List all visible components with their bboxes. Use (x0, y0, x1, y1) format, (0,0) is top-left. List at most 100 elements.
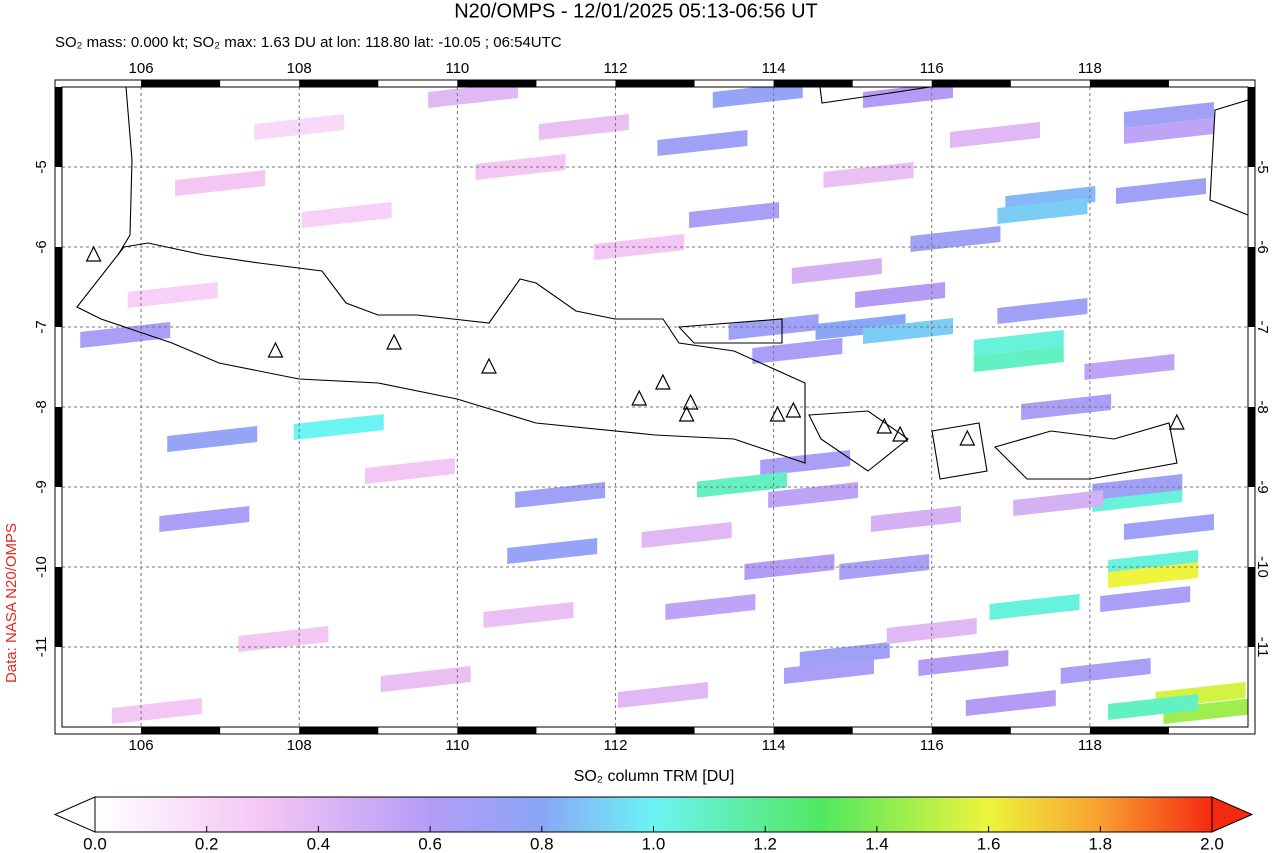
so2-cell (712, 87, 803, 108)
so2-cell (483, 602, 574, 628)
coastlines (76, 87, 1248, 480)
x-tick-label: 110 (445, 737, 469, 754)
volcano (682, 393, 699, 410)
so2-cell (791, 258, 882, 284)
so2-cell (965, 690, 1056, 716)
so2-cell (641, 522, 732, 548)
volcano (785, 401, 802, 418)
colorbar-tick-label: 0.4 (307, 834, 331, 853)
x-tick-label: 106 (129, 737, 154, 754)
madura (677, 318, 783, 344)
x-tick-label: 118 (1078, 737, 1102, 754)
colorbar-tick-label: 2.0 (1200, 834, 1224, 853)
so2-cell (127, 282, 218, 308)
colorbar-tick-label: 1.2 (753, 834, 777, 853)
colorbar-over (1211, 796, 1254, 833)
so2-cell (617, 682, 708, 708)
frame-bar (931, 727, 1011, 734)
so2-cell (167, 426, 258, 452)
frame-bar (1248, 567, 1255, 647)
frame-bar (141, 727, 221, 734)
volcano (631, 389, 648, 406)
volcano (959, 429, 976, 446)
colorbar-under (53, 796, 96, 833)
volcano (267, 341, 284, 358)
x-tick-label: 118 (1078, 60, 1102, 77)
y-tick-label: -11 (1254, 637, 1271, 658)
volcano (480, 357, 497, 374)
so2-cell (111, 698, 202, 724)
colorbar-label: SO₂ column TRM [DU] (574, 768, 735, 785)
volcanoes (85, 245, 1185, 446)
so2-cell (665, 594, 756, 620)
so2-cell (1108, 562, 1199, 588)
colorbar-tick-label: 0.6 (418, 834, 442, 853)
so2-cell (1013, 490, 1104, 516)
frame-bar (457, 80, 537, 87)
volcano (678, 405, 695, 422)
y-tick-label: -8 (33, 400, 50, 413)
frame-bar (55, 567, 62, 647)
so2-cell (949, 122, 1040, 148)
so2-cell (989, 594, 1080, 620)
frame-bar (931, 80, 1011, 87)
so2-cell (863, 87, 954, 108)
frame-bar (299, 727, 379, 734)
y-tick-label: -5 (33, 160, 50, 173)
x-tick-label: 116 (920, 737, 944, 754)
x-tick-label: 114 (762, 60, 786, 77)
x-tick-label: 108 (287, 60, 312, 77)
y-tick-label: -5 (1254, 160, 1271, 173)
sulawesi (1209, 99, 1248, 216)
map-frame (54, 79, 1256, 735)
y-tick-label: -9 (1254, 480, 1271, 493)
so2-cell (910, 226, 1001, 252)
colorbar-tick-label: 1.0 (642, 834, 666, 853)
subtitle: SO₂ mass: 0.000 kt; SO₂ max: 1.63 DU at … (55, 34, 562, 51)
java (76, 242, 806, 464)
so2-cell (175, 170, 266, 196)
volcano (85, 245, 102, 262)
volcano (769, 405, 786, 422)
so2-cell (1060, 658, 1151, 684)
so2-cell (768, 482, 859, 508)
so2-cell (1108, 694, 1199, 720)
grid: 106 106 108 108 110 110 112 112 114 114 116 116 118 1… (33, 60, 1271, 754)
so2-cell (538, 114, 629, 140)
frame-bar (55, 407, 62, 487)
so2-cell (159, 506, 250, 532)
colorbar-tick-label: 0.8 (530, 834, 554, 853)
so2-cell (301, 202, 392, 228)
so2-cell (1123, 118, 1214, 144)
so2-cell (380, 666, 471, 692)
frame-bar (55, 87, 62, 167)
lombok (931, 422, 988, 480)
so2-cell (689, 202, 780, 228)
title: N20/OMPS - 12/01/2025 05:13-06:56 UT (454, 0, 818, 22)
colorbar-tick-label: 1.8 (1088, 834, 1112, 853)
so2-cell (507, 538, 598, 564)
y-tick-label: -10 (1254, 556, 1271, 578)
so2-cell (997, 198, 1088, 224)
sumatra (117, 87, 133, 256)
frame-bar (1248, 407, 1255, 487)
so2-cell (696, 471, 787, 498)
so2-cell (823, 162, 914, 188)
x-tick-label: 112 (604, 60, 628, 77)
so2-cell (783, 658, 874, 684)
frame-bar (615, 80, 695, 87)
frame-bar (457, 727, 537, 734)
so2-cell (1163, 698, 1248, 724)
y-tick-label: -7 (1254, 320, 1271, 333)
volcano (892, 425, 909, 442)
y-tick-label: -10 (33, 556, 50, 578)
x-tick-label: 106 (129, 60, 154, 77)
so2-cell (855, 282, 946, 308)
y-tick-label: -6 (1254, 240, 1271, 253)
so2-cell (997, 298, 1088, 324)
so2-cell (428, 87, 519, 108)
frame-bar (1089, 727, 1169, 734)
so2-cell (657, 130, 748, 156)
x-tick-label: 108 (287, 737, 312, 754)
